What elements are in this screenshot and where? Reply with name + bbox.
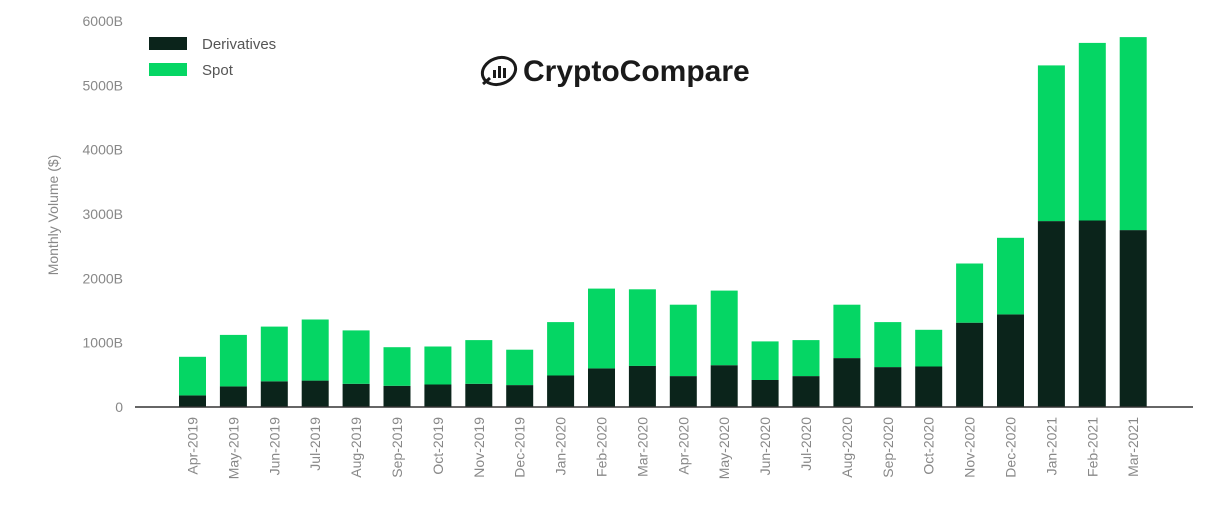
y-tick-label: 3000B: [83, 206, 123, 222]
x-tick-label: May-2019: [225, 417, 241, 479]
bar-derivatives-feb-2020: [588, 368, 615, 407]
y-axis-title: Monthly Volume ($): [45, 155, 61, 276]
cryptocompare-logo: CryptoCompare: [480, 55, 750, 88]
x-tick-label: Mar-2020: [634, 417, 650, 477]
bar-derivatives-nov-2020: [956, 322, 984, 407]
bar-spot-jun-2019: [260, 326, 288, 382]
bar-derivatives-dec-2020: [997, 314, 1024, 407]
y-tick-label: 1000B: [83, 335, 123, 351]
bar-derivatives-apr-2020: [669, 376, 697, 407]
y-tick-label: 2000B: [83, 270, 123, 286]
bar-derivatives-feb-2021: [1078, 220, 1106, 407]
x-tick-label: Jan-2020: [553, 417, 569, 476]
bar-spot-dec-2020: [997, 237, 1024, 315]
x-tick-label: Sep-2020: [880, 417, 896, 478]
bar-derivatives-oct-2020: [915, 366, 943, 407]
x-tick-label: Sep-2019: [389, 417, 405, 478]
x-tick-label: Dec-2019: [512, 417, 528, 478]
x-tick-label: Jul-2020: [798, 417, 814, 471]
bar-derivatives-nov-2019: [465, 383, 493, 407]
bar-derivatives-dec-2019: [506, 385, 534, 407]
bar-spot-jul-2020: [792, 340, 820, 377]
legend-label-spot: Spot: [202, 62, 234, 79]
cryptocompare-logo-text: CryptoCompare: [523, 55, 750, 88]
bar-spot-aug-2020: [833, 304, 861, 359]
bar-derivatives-may-2020: [710, 365, 738, 407]
bar-derivatives-aug-2019: [342, 383, 370, 407]
bar-derivatives-jun-2020: [751, 380, 779, 407]
y-tick-label: 5000B: [83, 77, 123, 93]
x-tick-label: Apr-2019: [185, 417, 201, 475]
x-tick-label: Jun-2020: [757, 417, 773, 476]
bar-derivatives-sep-2020: [874, 367, 902, 407]
bar-spot-jun-2020: [751, 341, 779, 380]
bar-spot-oct-2020: [915, 329, 943, 367]
bar-derivatives-apr-2019: [179, 395, 206, 407]
x-tick-label: Dec-2020: [1003, 417, 1019, 478]
x-tick-label: Nov-2020: [962, 417, 978, 478]
bar-derivatives-jul-2019: [301, 380, 329, 407]
bar-derivatives-sep-2019: [383, 385, 411, 407]
bar-derivatives-mar-2020: [628, 365, 656, 407]
legend: Derivatives Spot: [149, 36, 276, 79]
x-tick-label: Jun-2019: [266, 417, 282, 476]
x-tick-label: Nov-2019: [471, 417, 487, 478]
bar-spot-jan-2020: [547, 322, 575, 376]
x-tick-label: Aug-2019: [348, 417, 364, 478]
bar-spot-sep-2019: [383, 347, 411, 386]
bar-spot-may-2019: [219, 334, 247, 387]
bar-derivatives-jan-2020: [547, 375, 575, 407]
bar-spot-nov-2019: [465, 340, 493, 384]
bar-derivatives-jun-2019: [260, 381, 288, 407]
bar-spot-apr-2020: [669, 304, 697, 377]
x-tick-label: Jul-2019: [307, 417, 323, 471]
bar-spot-mar-2021: [1119, 37, 1147, 231]
bar-spot-sep-2020: [874, 322, 902, 368]
y-tick-label: 6000B: [83, 13, 123, 29]
legend-label-derivatives: Derivatives: [202, 36, 276, 53]
bar-derivatives-mar-2021: [1119, 230, 1147, 407]
x-tick-label: Oct-2019: [430, 417, 446, 475]
bar-derivatives-may-2019: [219, 386, 247, 407]
bar-spot-jul-2019: [301, 319, 329, 381]
x-axis: Apr-2019 May-2019 Jun-2019 Jul-2019 Aug-2019…: [185, 417, 1142, 479]
legend-swatch-derivatives: [149, 37, 187, 50]
x-tick-label: Feb-2020: [594, 417, 610, 477]
bar-spot-aug-2019: [342, 330, 370, 384]
x-tick-label: May-2020: [716, 417, 732, 479]
bar-spot-dec-2019: [506, 349, 534, 386]
x-tick-label: Apr-2020: [675, 417, 691, 475]
cryptocompare-logo-icon: [480, 55, 518, 87]
bar-spot-apr-2019: [179, 356, 206, 396]
x-tick-label: Jan-2021: [1043, 417, 1059, 476]
y-tick-label: 0: [115, 399, 123, 415]
bar-spot-feb-2021: [1078, 42, 1106, 221]
bar-spot-oct-2019: [424, 346, 452, 385]
bar-derivatives-jul-2020: [792, 376, 820, 407]
x-tick-label: Aug-2020: [839, 417, 855, 478]
y-tick-label: 4000B: [83, 142, 123, 158]
x-tick-label: Mar-2021: [1125, 417, 1141, 477]
bar-spot-mar-2020: [628, 289, 656, 366]
legend-swatch-spot: [149, 63, 187, 76]
bar-spot-feb-2020: [588, 288, 615, 369]
bar-spot-may-2020: [710, 290, 738, 366]
bar-derivatives-aug-2020: [833, 358, 861, 407]
bars: [179, 37, 1147, 407]
x-tick-label: Oct-2020: [921, 417, 937, 475]
y-axis: 0 1000B 2000B 3000B 4000B 5000B 6000B: [83, 13, 124, 415]
bar-spot-nov-2020: [956, 263, 984, 323]
x-tick-label: Feb-2021: [1084, 417, 1100, 477]
bar-derivatives-oct-2019: [424, 384, 452, 407]
bar-spot-jan-2021: [1037, 65, 1065, 222]
bar-derivatives-jan-2021: [1037, 221, 1065, 407]
